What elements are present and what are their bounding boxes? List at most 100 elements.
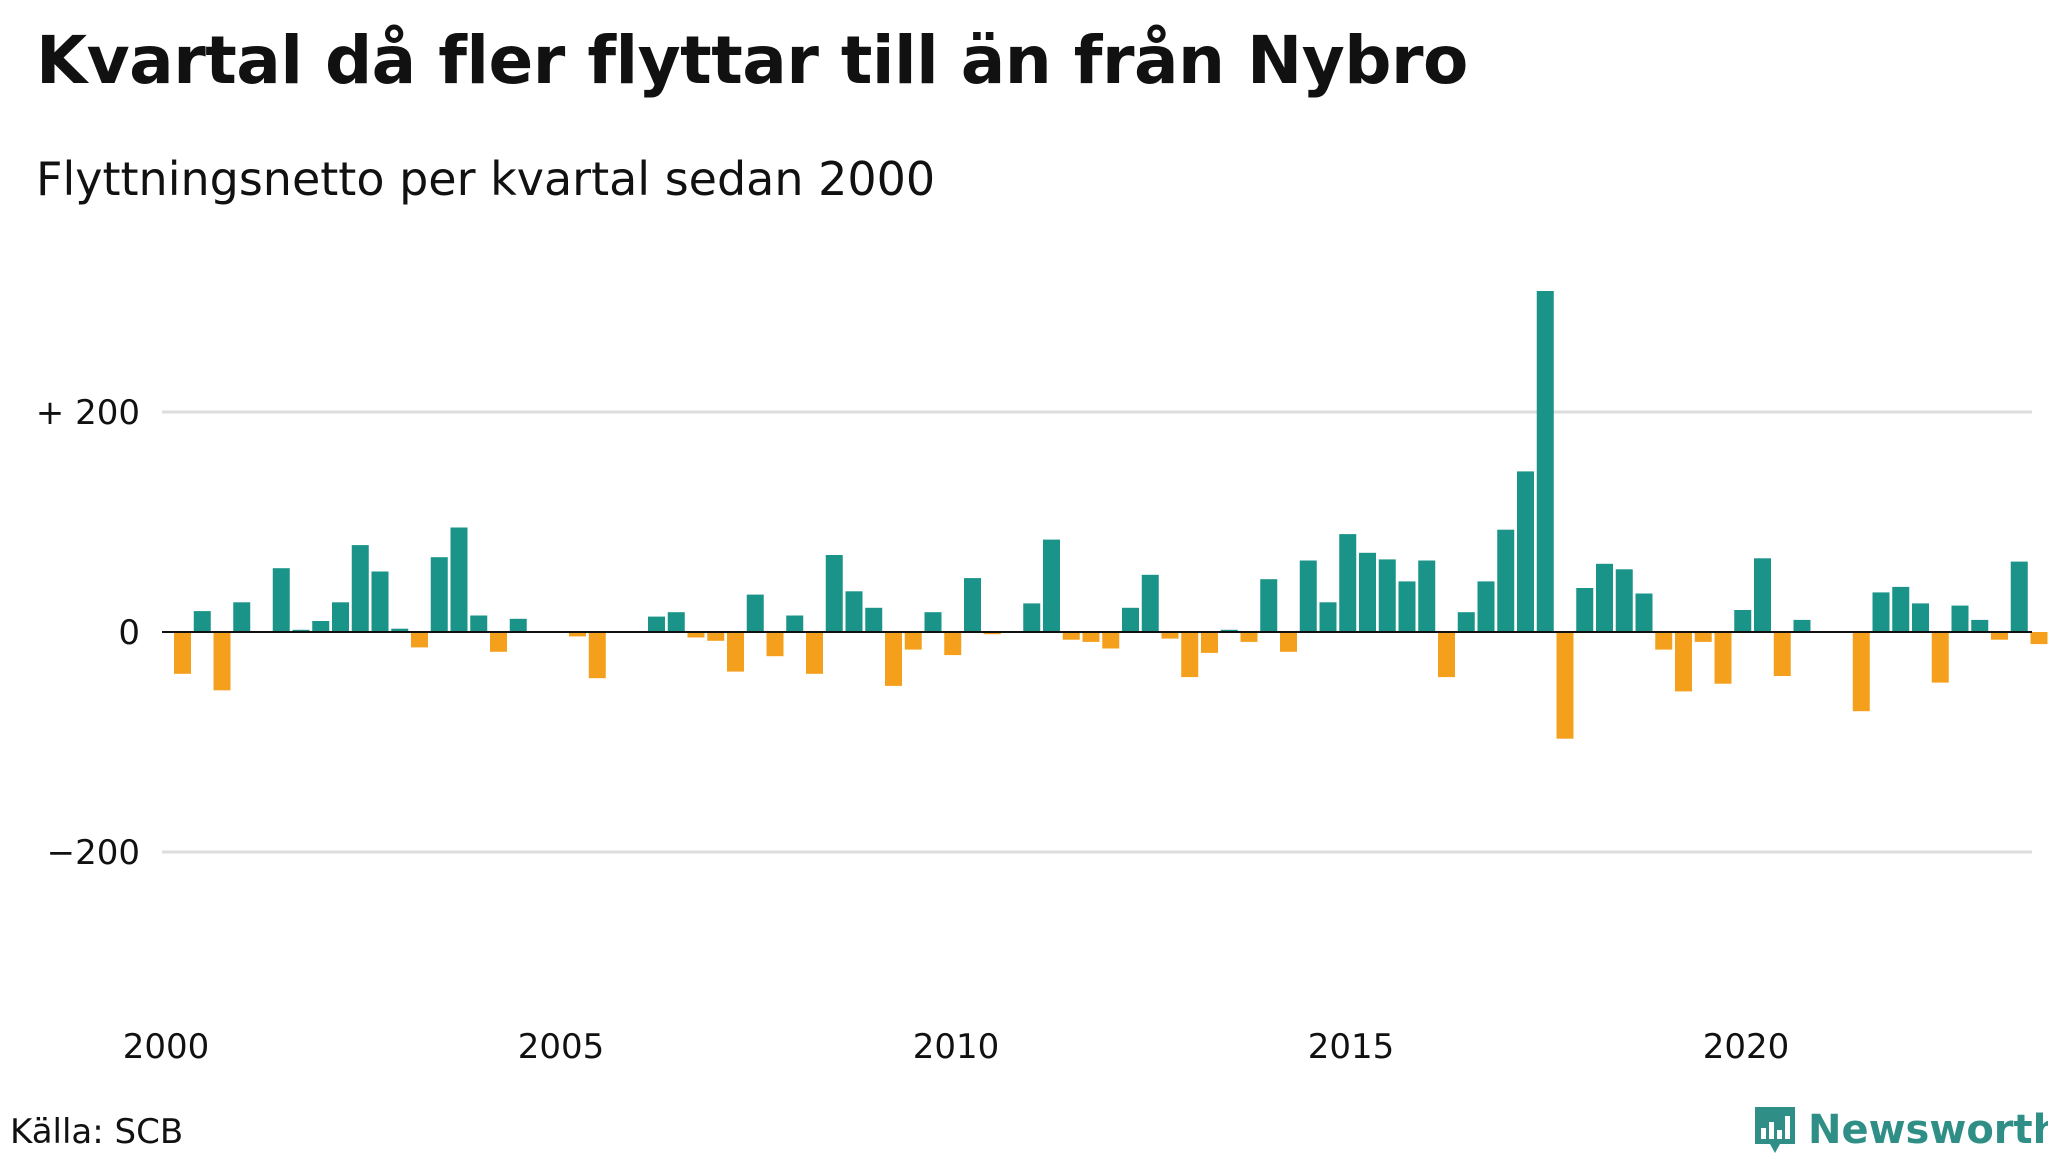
bar — [174, 632, 191, 674]
y-tick-label: 0 — [118, 613, 140, 653]
bar — [1536, 291, 1554, 632]
bar — [983, 632, 1001, 635]
bar — [1872, 592, 1890, 632]
bar — [332, 602, 349, 632]
bar — [1912, 603, 1929, 632]
source-note: Källa: SCB — [10, 1112, 184, 1152]
bar — [786, 615, 804, 632]
bar — [233, 602, 251, 632]
bar — [1991, 632, 2008, 640]
y-tick-label: −200 — [47, 833, 140, 873]
bar — [1793, 619, 1811, 632]
brand-logo[interactable]: Newsworthy — [1752, 1100, 2048, 1160]
x-tick-label: 2000 — [123, 1027, 210, 1067]
bar — [1378, 559, 1396, 632]
bar — [391, 628, 409, 632]
bar — [470, 615, 488, 632]
bar — [1438, 632, 1455, 678]
bar-chart: + 200 0 −200 2000 2005 2010 2015 2020 — [36, 291, 2048, 1067]
bar — [865, 607, 883, 632]
bar — [1260, 579, 1278, 632]
bar — [1418, 560, 1436, 632]
bar — [193, 611, 211, 632]
bar — [1675, 632, 1692, 692]
bar — [1694, 632, 1712, 642]
bar — [1398, 581, 1416, 632]
bar — [1615, 569, 1633, 632]
bar — [411, 632, 428, 648]
bar — [667, 612, 685, 632]
bar — [2010, 561, 2028, 632]
bar — [351, 545, 369, 632]
bar — [1280, 632, 1297, 652]
bar — [2030, 632, 2048, 645]
bar — [885, 632, 902, 686]
bar — [292, 629, 310, 632]
bar — [1201, 632, 1218, 653]
bar — [1319, 602, 1337, 632]
bar — [1773, 632, 1791, 676]
bar — [272, 568, 290, 632]
bar — [1299, 560, 1317, 632]
bar — [213, 632, 231, 691]
bar — [1951, 605, 1969, 632]
bar — [1043, 539, 1060, 632]
bar — [648, 616, 665, 632]
bar — [924, 612, 942, 632]
bar — [1240, 632, 1258, 642]
x-tick-label: 2015 — [1308, 1027, 1395, 1067]
bar — [904, 632, 922, 650]
bar — [806, 632, 823, 674]
bar — [766, 632, 784, 657]
bar — [707, 632, 725, 641]
bar — [1931, 632, 1949, 683]
x-tick-label: 2010 — [913, 1027, 1000, 1067]
bar — [1596, 563, 1613, 632]
chart-subtitle: Flyttningsnetto per kvartal sedan 2000 — [36, 152, 936, 206]
bar — [1141, 574, 1159, 632]
bar — [1714, 632, 1732, 684]
bar — [1062, 632, 1080, 640]
bar — [1576, 588, 1594, 632]
bar — [430, 557, 448, 632]
y-tick-labels: + 200 0 −200 — [36, 393, 140, 873]
bar — [687, 632, 705, 638]
x-tick-label: 2020 — [1703, 1027, 1790, 1067]
bar — [727, 632, 744, 672]
bar — [490, 632, 507, 652]
bar — [1122, 607, 1139, 632]
bar — [1359, 552, 1376, 632]
bar — [944, 632, 962, 656]
bar — [1161, 632, 1179, 639]
bar — [1635, 593, 1653, 632]
bars — [174, 291, 2048, 739]
x-tick-label: 2005 — [518, 1027, 605, 1067]
bar — [845, 591, 863, 632]
bar — [1852, 632, 1870, 712]
bar — [371, 571, 389, 632]
y-tick-label: + 200 — [36, 393, 140, 433]
bar — [1497, 529, 1515, 632]
bar — [1181, 632, 1199, 678]
brand-name: Newsworthy — [1808, 1107, 2048, 1153]
bar — [1556, 632, 1574, 739]
bar — [1220, 629, 1238, 632]
bar — [1477, 581, 1495, 632]
bar — [825, 555, 843, 632]
bar — [1734, 610, 1752, 632]
x-tick-labels: 2000 2005 2010 2015 2020 — [123, 1027, 1790, 1067]
bar — [1655, 632, 1673, 650]
bar — [569, 632, 586, 637]
bar — [1892, 586, 1910, 632]
gridlines — [162, 410, 2032, 854]
bar — [1023, 603, 1041, 632]
bar — [1971, 619, 1989, 632]
bar — [964, 578, 981, 632]
bar — [509, 618, 527, 632]
bar — [312, 621, 330, 632]
bar — [746, 594, 764, 632]
bar — [450, 527, 468, 632]
chart-title: Kvartal då fler flyttar till än från Nyb… — [36, 22, 1468, 99]
bar — [1457, 612, 1475, 632]
bar — [1339, 534, 1357, 632]
